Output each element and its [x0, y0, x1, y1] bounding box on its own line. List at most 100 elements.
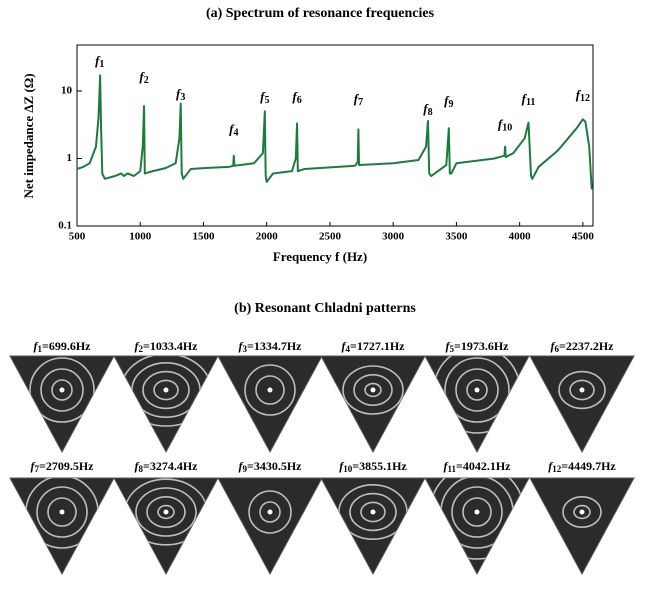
plate [114, 478, 218, 574]
peak-label: f8 [423, 101, 432, 118]
peak-label: f9 [444, 93, 453, 110]
chladni-pattern [218, 478, 322, 574]
plate [10, 356, 114, 452]
x-tick-label: 2500 [319, 231, 342, 243]
subscript: 10 [502, 123, 512, 134]
peak-label: f3 [176, 86, 185, 103]
center-dot [60, 510, 65, 515]
y-tick-label: 1 [67, 152, 73, 164]
frequency: =3274.4Hz [143, 459, 198, 473]
peak-label: f10=3855.1Hz [339, 459, 407, 474]
chladni-pattern [218, 356, 322, 452]
x-tick-label: 1000 [129, 231, 152, 243]
subscript: 1 [99, 59, 104, 70]
peak-label: f7 [354, 91, 363, 108]
x-tick-label: 3500 [445, 231, 468, 243]
plate [530, 356, 634, 452]
frequency: =2237.2Hz [559, 339, 614, 353]
frequency: =1033.4Hz [143, 339, 198, 353]
peak-label: f12=4449.7Hz [548, 459, 616, 474]
frequency: =1973.6Hz [454, 339, 509, 353]
y-axis-label: Net impedance ΔZ (Ω) [21, 73, 36, 198]
subscript: 8 [428, 107, 433, 118]
chladni-pattern [425, 347, 529, 452]
center-dot [164, 388, 169, 393]
chladni-pattern [530, 356, 634, 452]
chladni-pattern [321, 356, 425, 452]
plate [114, 356, 218, 452]
peak-label: f12 [576, 87, 590, 104]
plate [530, 478, 634, 574]
center-dot [580, 388, 585, 393]
center-dot [580, 510, 585, 515]
y-tick-label: 10 [61, 85, 73, 97]
peak-label: f6 [292, 89, 301, 106]
figure: (a) Spectrum of resonance frequencies Fr… [0, 0, 657, 594]
plate [218, 478, 322, 574]
peak-label: f1 [95, 53, 104, 70]
x-tick-label: 4000 [509, 231, 532, 243]
frequency: =1727.1Hz [350, 339, 405, 353]
plate [321, 356, 425, 452]
chart-title: (a) Spectrum of resonance frequencies [206, 6, 435, 21]
chladni-pattern [10, 356, 114, 452]
peak-label: f1=699.6Hz [34, 339, 92, 354]
x-tick-label: 1500 [192, 231, 215, 243]
chladni-pattern [114, 478, 218, 574]
chladni-pattern [425, 465, 529, 574]
peak-label: f3=1334.7Hz [239, 339, 303, 354]
y-tick-label: 0.1 [58, 220, 72, 232]
peak-label: f7=2709.5Hz [31, 459, 95, 474]
peak-label: f2=1033.4Hz [135, 339, 199, 354]
subscript: 12 [580, 93, 590, 104]
chladni-pattern [10, 476, 114, 574]
center-dot [475, 388, 480, 393]
peak-label: f2 [139, 69, 148, 86]
frequency: =1334.7Hz [247, 339, 302, 353]
subscript: 6 [297, 95, 302, 106]
plate [425, 356, 529, 452]
peak-label: f5 [260, 89, 269, 106]
frequency: =3430.5Hz [247, 459, 302, 473]
subscript: 3 [180, 92, 185, 103]
x-tick-label: 3000 [382, 231, 405, 243]
peak-label: f11 [522, 91, 536, 108]
panel-b-title: (b) Resonant Chladni patterns [234, 301, 416, 316]
peak-label: f4 [229, 121, 238, 138]
subscript: 5 [264, 95, 269, 106]
x-tick-label: 2000 [256, 231, 279, 243]
subscript: 7 [358, 97, 363, 108]
center-dot [268, 388, 273, 393]
plate [321, 478, 425, 574]
peak-label: f8=3274.4Hz [135, 459, 199, 474]
center-dot [475, 510, 480, 515]
x-tick-label: 4500 [572, 231, 595, 243]
chladni-pattern [114, 354, 218, 452]
peak-label: f4=1727.1Hz [342, 339, 406, 354]
chladni-pattern [321, 478, 425, 574]
frequency: =699.6Hz [42, 339, 91, 353]
x-axis-label: Frequency f (Hz) [273, 249, 367, 264]
peak-label: f11=4042.1Hz [443, 459, 511, 474]
subscript: 2 [144, 75, 149, 86]
peak-label: f9=3430.5Hz [239, 459, 303, 474]
frequency: =2709.5Hz [39, 459, 94, 473]
peak-label: f6=2237.2Hz [551, 339, 615, 354]
frequency: =3855.1Hz [352, 459, 407, 473]
plot-frame [77, 45, 593, 226]
spectrum-line [77, 75, 592, 189]
peak-label: f10 [498, 116, 512, 133]
frequency: =4042.1Hz [456, 459, 511, 473]
subscript: 4 [233, 128, 238, 139]
center-dot [164, 510, 169, 515]
center-dot [268, 510, 273, 515]
subscript: 9 [448, 99, 453, 110]
page: {"chart_data": {"type": "line", "title":… [0, 0, 657, 594]
chladni-pattern [530, 478, 634, 574]
peak-label: f5=1973.6Hz [446, 339, 510, 354]
frequency: =4449.7Hz [561, 459, 616, 473]
subscript: 11 [526, 97, 535, 108]
center-dot [371, 510, 376, 515]
center-dot [371, 388, 376, 393]
center-dot [60, 388, 65, 393]
